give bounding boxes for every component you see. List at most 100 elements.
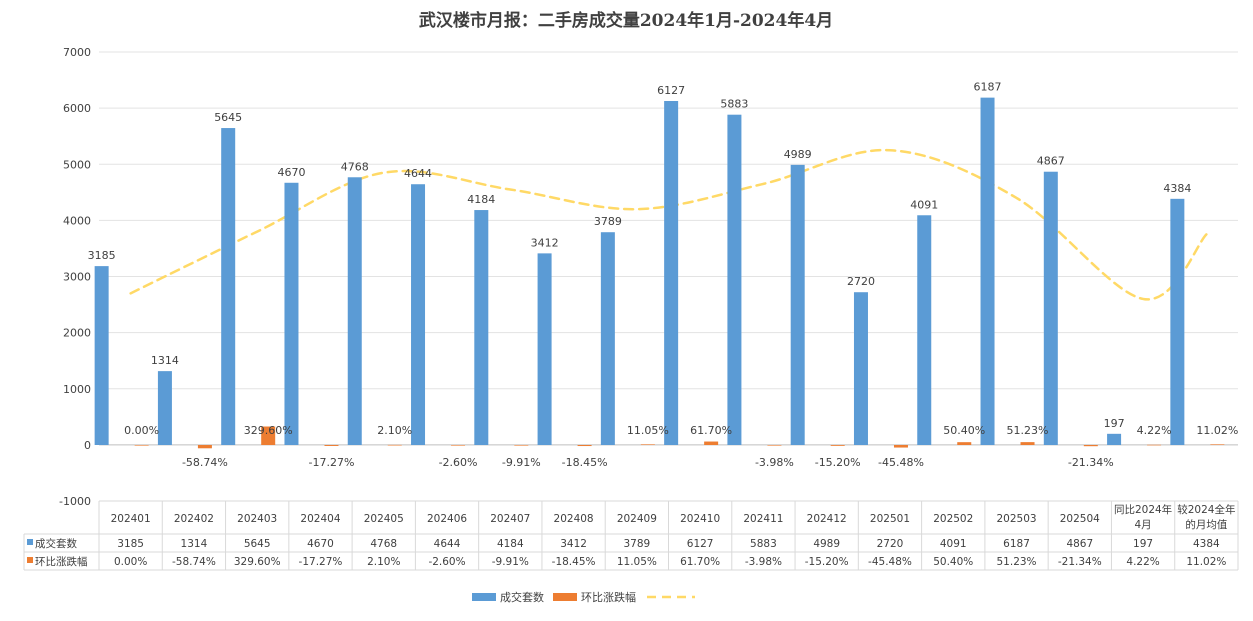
trendline-path: [129, 148, 1208, 301]
y-tick-label: 5000: [63, 158, 91, 171]
bar-value-label: 3789: [594, 215, 622, 228]
bar-transactions: [1107, 433, 1122, 445]
y-axis-ticks: -1000 0 1000 2000 3000 4000 5000 6000 7000: [59, 46, 91, 508]
bar-transactions: [537, 253, 552, 445]
pct-value-label: -18.45%: [562, 456, 608, 469]
legend-swatch-mom-change: [553, 593, 577, 601]
pct-value-label: -17.27%: [309, 456, 355, 469]
bar-mom-change: [577, 445, 592, 447]
table-cell: 4989: [813, 538, 840, 550]
table-series-name: 环比涨跌幅: [35, 555, 88, 568]
bar-mom-change: [957, 442, 972, 445]
y-tick-label: 4000: [63, 214, 91, 227]
bar-value-label: 4384: [1163, 182, 1191, 195]
table-cell: 4091: [940, 538, 967, 550]
table-cell: 197: [1133, 538, 1153, 550]
table-cell: 0.00%: [114, 556, 147, 568]
legend-label-transactions: 成交套数: [500, 590, 544, 604]
table-cell: 2720: [877, 538, 904, 550]
pct-value-label: 50.40%: [943, 424, 985, 437]
legend-label-mom-change: 环比涨跌幅: [581, 590, 636, 604]
bar-mom-change: [261, 426, 276, 445]
y-tick-label: 2000: [63, 327, 91, 340]
table-category: 202408: [554, 513, 594, 525]
table-cell: -58.74%: [172, 556, 216, 568]
table-series-key: [27, 539, 33, 545]
table-category: 202409: [617, 513, 657, 525]
table-cell: -17.27%: [299, 556, 343, 568]
bar-mom-change: [451, 445, 466, 446]
table-category-line: 4月: [1134, 519, 1151, 531]
bar-value-label: 6127: [657, 84, 685, 97]
pct-value-label: 51.23%: [1007, 424, 1049, 437]
table-cell: 6127: [687, 538, 714, 550]
table-category: 202404: [300, 513, 340, 525]
bar-mom-change: [387, 444, 402, 446]
table-cell: 4768: [370, 538, 397, 550]
pct-value-label: 61.70%: [690, 424, 732, 437]
table-cell: 11.02%: [1186, 556, 1226, 568]
trendline-group: [129, 148, 1208, 301]
table-category: 202406: [427, 513, 467, 525]
table-cell: -9.91%: [492, 556, 529, 568]
pct-value-label: -15.20%: [815, 456, 861, 469]
bar-transactions: [157, 371, 172, 445]
table-cell: 3789: [623, 538, 650, 550]
pct-value-label: -58.74%: [182, 456, 228, 469]
table-cell: 5645: [244, 538, 271, 550]
table-cell: 3185: [117, 538, 144, 550]
pct-value-label: 11.05%: [627, 424, 669, 437]
table-cell: 5883: [750, 538, 777, 550]
table-category-line: 较2024全年: [1177, 503, 1235, 516]
bar-transactions: [1170, 198, 1185, 445]
data-table: 202401 202402 202403 202404 202405 202406 2024…: [23, 500, 1239, 571]
y-tick-label: 6000: [63, 102, 91, 115]
table-cell: 61.70%: [680, 556, 720, 568]
table-category: 202405: [364, 513, 404, 525]
bar-value-label: 5883: [720, 98, 748, 111]
table-cell: 4184: [497, 538, 524, 550]
bar-value-label: 197: [1104, 417, 1125, 430]
table-category: 202412: [807, 513, 847, 525]
table-category-line: 同比2024年: [1114, 503, 1172, 516]
bar-value-label: 4768: [341, 160, 369, 173]
bar-value-label: 4091: [910, 198, 938, 211]
table-cell: -21.34%: [1058, 556, 1102, 568]
table-cell: -18.45%: [552, 556, 596, 568]
table-cell: 4670: [307, 538, 334, 550]
bar-value-label: 2720: [847, 275, 875, 288]
bar-mom-change: [197, 445, 212, 449]
pct-value-label: 0.00%: [124, 424, 159, 437]
table-category: 202504: [1060, 513, 1100, 525]
chart-title: 武汉楼市月报：二手房成交量2024年1月-2024年4月: [419, 10, 833, 31]
table-category-line: 的月均值: [1185, 518, 1227, 531]
bar-transactions: [980, 97, 995, 445]
bar-value-label: 3185: [88, 249, 116, 262]
bar-transactions: [727, 114, 742, 446]
bar-transactions: [664, 100, 679, 445]
table-cell: 51.23%: [997, 556, 1037, 568]
bar-mom-change: [324, 445, 339, 446]
pct-value-label: -21.34%: [1068, 456, 1114, 469]
table-category: 202503: [996, 513, 1036, 525]
bar-value-label: 6187: [974, 81, 1002, 94]
bar-value-label: 5645: [214, 111, 242, 124]
bar-transactions: [1043, 171, 1058, 445]
table-cell: 4384: [1193, 538, 1220, 550]
bar-transactions: [347, 177, 362, 445]
y-tick-label: -1000: [59, 495, 91, 508]
bar-mom-change: [134, 445, 149, 446]
table-category: 202403: [237, 513, 277, 525]
bars-group: [94, 97, 1225, 449]
pct-value-label: -9.91%: [502, 456, 541, 469]
table-category: 202401: [111, 513, 151, 525]
bar-value-label: 4989: [784, 148, 812, 161]
bar-mom-change: [1210, 444, 1225, 445]
table-cell: 4867: [1066, 538, 1093, 550]
y-tick-label: 1000: [63, 383, 91, 396]
bar-mom-change: [1020, 442, 1035, 445]
table-category: 202402: [174, 513, 214, 525]
table-category: 202502: [933, 513, 973, 525]
bar-transactions: [474, 210, 489, 445]
table-cell: 1314: [181, 538, 208, 550]
